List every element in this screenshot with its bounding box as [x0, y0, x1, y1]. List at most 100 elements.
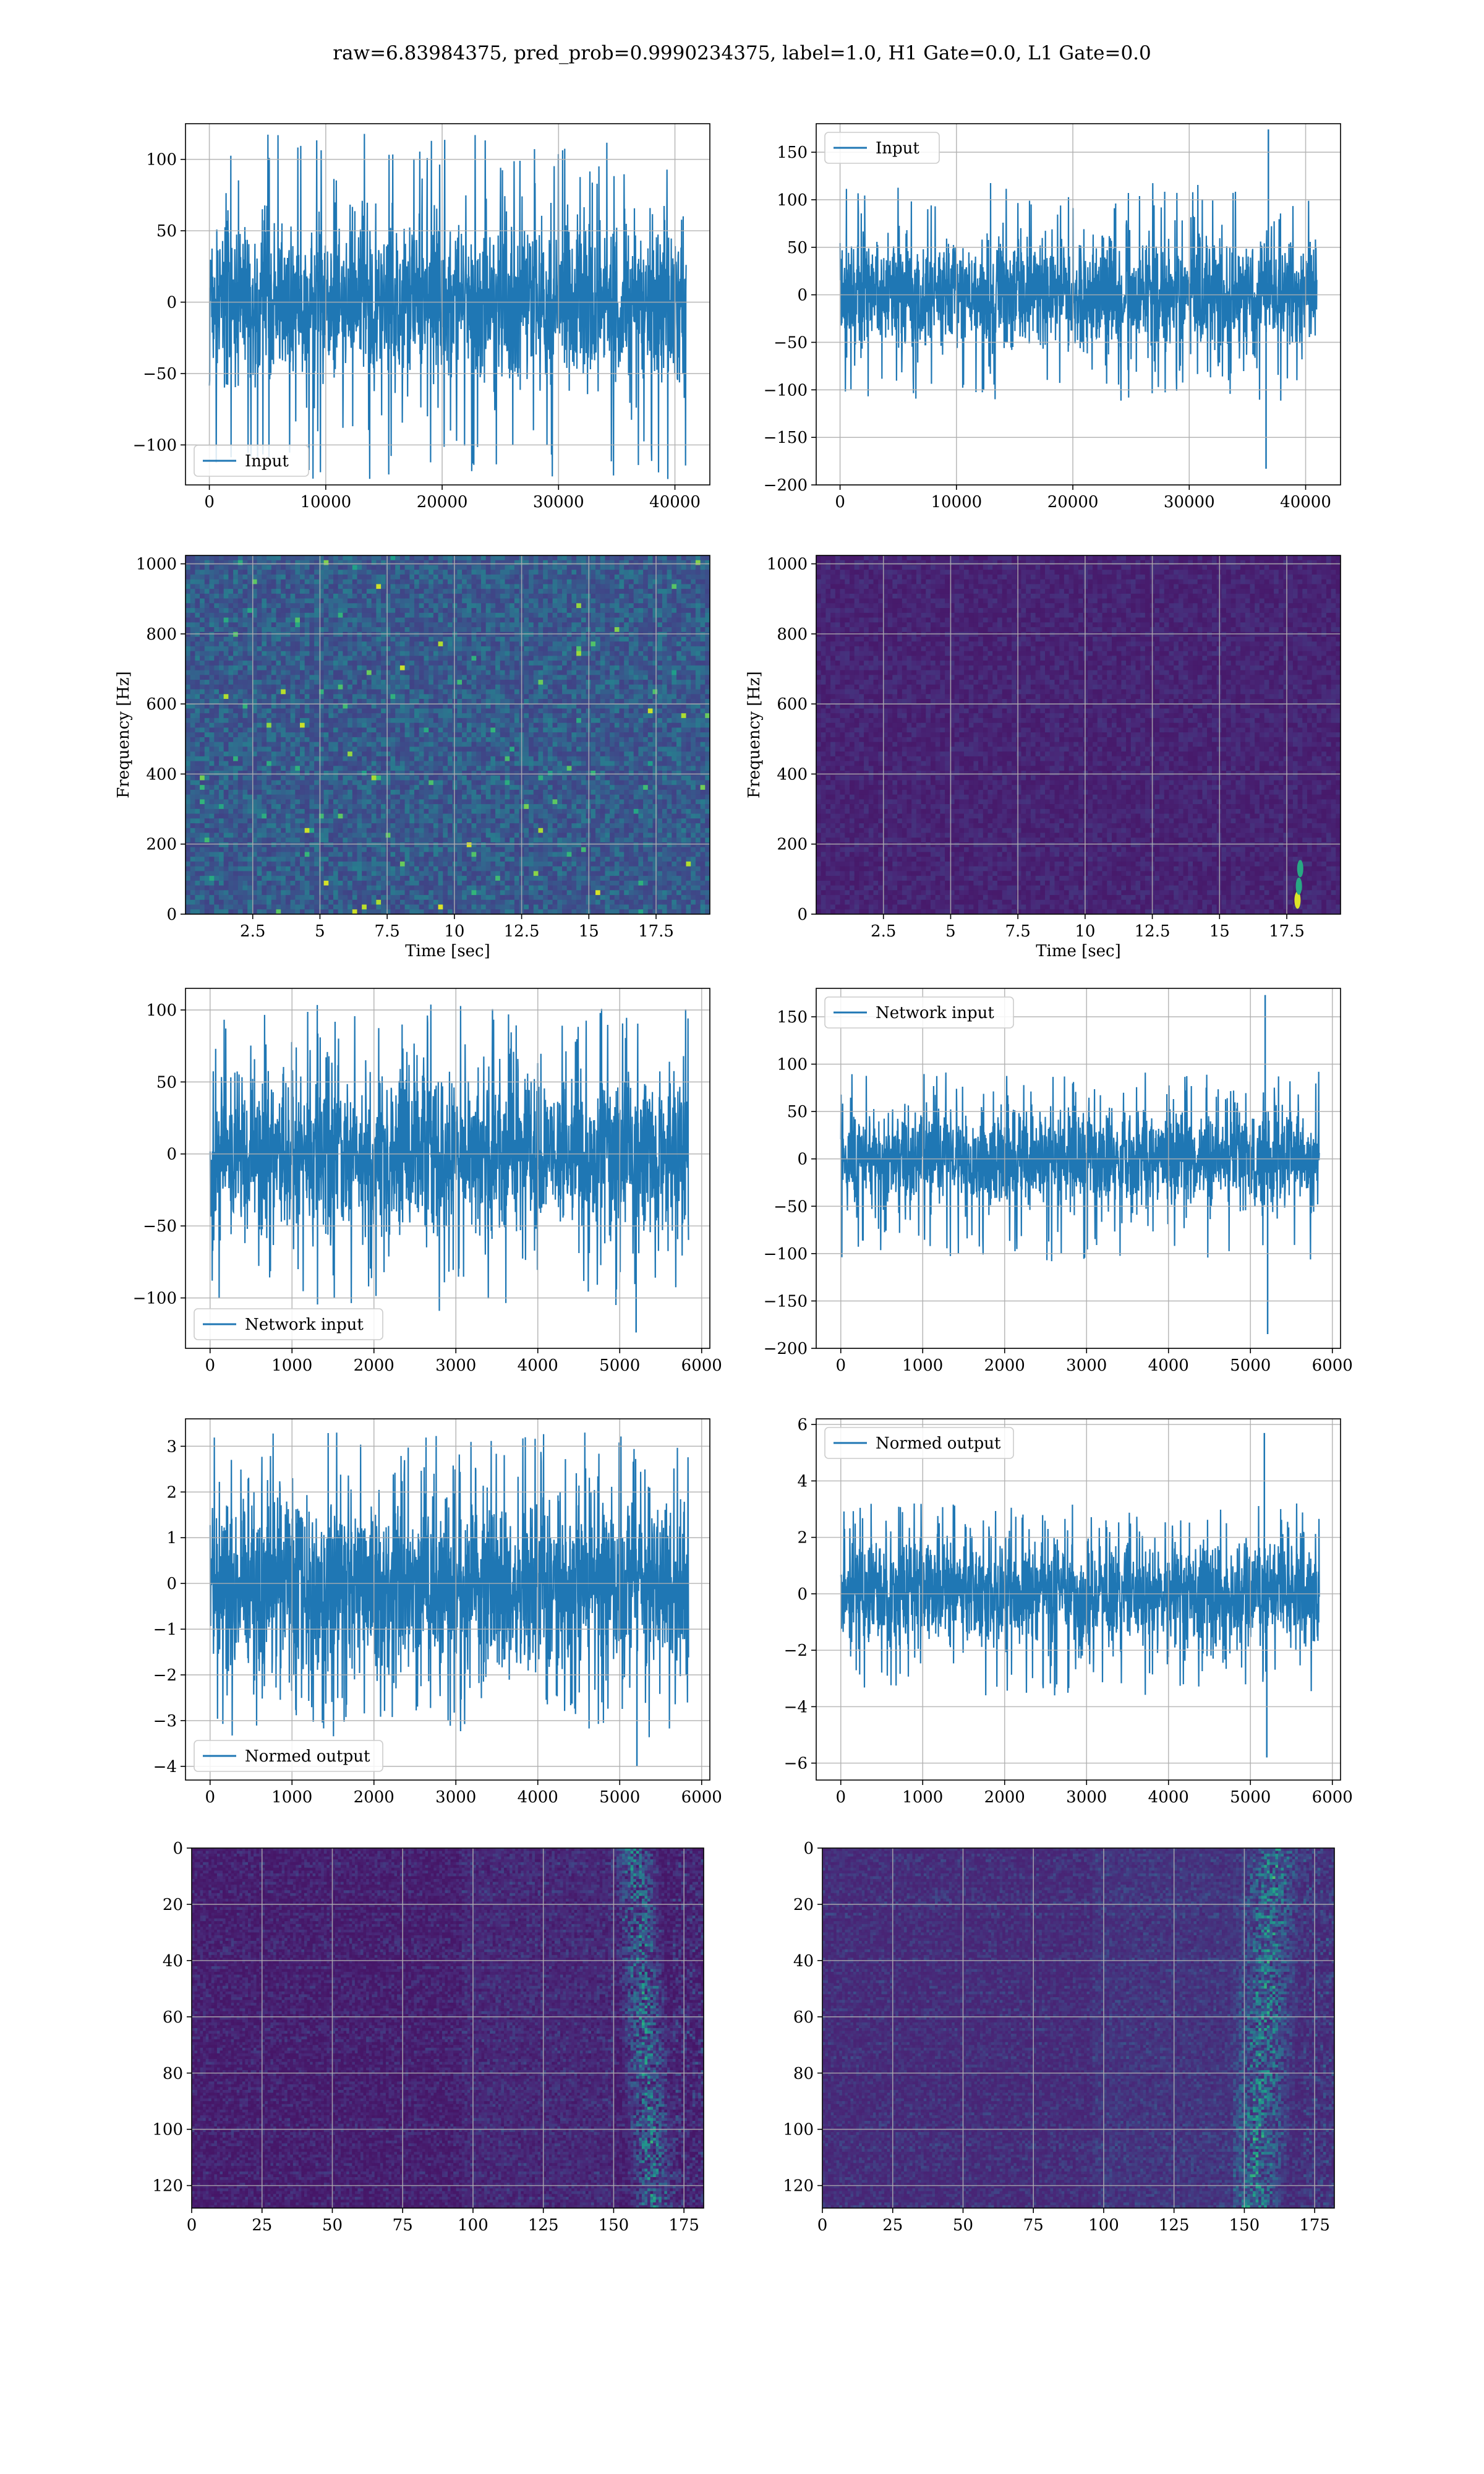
heatmap-cells: [822, 1848, 1335, 2209]
x-tick-label: 100: [458, 2216, 488, 2235]
x-tick-label: 0: [835, 1788, 846, 1807]
x-tick-label: 30000: [533, 493, 584, 511]
y-tick-label: 100: [146, 151, 177, 169]
y-tick-label: −4: [784, 1698, 808, 1716]
y-tick-label: 40: [163, 1952, 183, 1971]
y-tick-label: 50: [787, 1103, 808, 1121]
x-tick-label: 1000: [271, 1356, 312, 1375]
x-tick-label: 4000: [1148, 1356, 1189, 1375]
x-tick-label: 2.5: [240, 922, 265, 941]
y-tick-label: 40: [793, 1952, 814, 1971]
x-tick-label: 10: [1075, 922, 1095, 941]
y-tick-label: 2: [797, 1529, 808, 1547]
y-tick-label: −50: [143, 1217, 177, 1236]
x-tick-label: 6000: [1312, 1788, 1353, 1807]
x-tick-label: 0: [205, 1788, 215, 1807]
plot-area: [210, 134, 686, 479]
x-tick-label: 175: [1299, 2216, 1330, 2235]
panel-l1-normed-output: 0 1000 2000 3000 4000 5000 6000−6−4−20246Norme…: [784, 1416, 1353, 1807]
legend-label: Network input: [245, 1316, 364, 1334]
legend: Input: [825, 132, 939, 163]
legend-label: Network input: [876, 1004, 994, 1022]
y-tick-label: −100: [764, 381, 808, 400]
x-tick-label: 7.5: [374, 922, 399, 941]
y-tick-label: 50: [156, 222, 177, 241]
y-tick-label: 50: [787, 239, 808, 257]
legend: Normed output: [825, 1427, 1013, 1458]
panel-l1-network-input: 0 1000 2000 3000 4000 5000 6000−200−150−100−50…: [764, 988, 1353, 1375]
y-tick-label: −100: [133, 1290, 177, 1308]
x-tick-label: 40000: [1280, 493, 1331, 511]
plot-area: [816, 555, 1341, 915]
x-tick-label: 50: [953, 2216, 973, 2235]
x-axis-label: Time [sec]: [1036, 942, 1121, 961]
x-tick-label: 6000: [1312, 1356, 1353, 1375]
x-tick-label: 75: [1023, 2216, 1044, 2235]
series-line: [210, 134, 686, 479]
x-tick-label: 2000: [354, 1788, 394, 1807]
y-tick-label: 0: [803, 1839, 814, 1858]
y-tick-label: 0: [166, 1575, 177, 1593]
panel-h1-normed-output: 0 1000 2000 3000 4000 5000 6000−4−3−2−10123Nor…: [153, 1419, 722, 1807]
x-tick-label: 10000: [931, 493, 982, 511]
x-tick-label: 5: [315, 922, 325, 941]
y-tick-label: 200: [777, 836, 808, 854]
series-line: [841, 1504, 1320, 1695]
x-tick-label: 2000: [984, 1356, 1025, 1375]
y-tick-label: −2: [153, 1666, 177, 1685]
y-tick-label: −200: [764, 476, 808, 495]
legend-label: Input: [245, 452, 289, 471]
x-tick-label: 20000: [417, 493, 468, 511]
y-tick-label: −1: [153, 1620, 177, 1639]
x-tick-label: 2000: [984, 1788, 1025, 1807]
x-tick-label: 7.5: [1005, 922, 1030, 941]
x-tick-label: 6000: [681, 1356, 722, 1375]
y-tick-label: 600: [146, 695, 177, 714]
x-tick-label: 5000: [599, 1356, 640, 1375]
y-tick-label: −4: [153, 1758, 177, 1776]
x-tick-label: 10000: [300, 493, 351, 511]
y-tick-label: 0: [797, 1150, 808, 1169]
plot-area: [841, 995, 1320, 1334]
y-tick-label: 400: [146, 765, 177, 784]
x-tick-label: 0: [817, 2216, 828, 2235]
y-tick-label: 600: [777, 695, 808, 714]
hot-spot: [1296, 878, 1302, 895]
legend: Normed output: [194, 1740, 383, 1771]
y-tick-label: 0: [797, 1585, 808, 1604]
legend: Network input: [194, 1309, 383, 1340]
legend-label: Normed output: [876, 1434, 1001, 1453]
x-tick-label: 4000: [518, 1356, 558, 1375]
y-tick-label: 3: [166, 1437, 177, 1456]
x-tick-label: 3000: [1066, 1788, 1107, 1807]
plot-area: [210, 1432, 689, 1766]
x-tick-label: 150: [599, 2216, 629, 2235]
x-tick-label: 6000: [681, 1788, 722, 1807]
series-line: [841, 1072, 1320, 1261]
y-tick-label: −2: [784, 1641, 808, 1660]
heatmap-cells: [192, 1848, 704, 2209]
x-tick-label: 20000: [1047, 493, 1099, 511]
y-tick-label: 100: [777, 191, 808, 210]
plot-area: [210, 1004, 689, 1332]
x-tick-label: 100: [1088, 2216, 1119, 2235]
y-tick-label: 100: [777, 1056, 808, 1074]
y-tick-label: 800: [777, 625, 808, 644]
y-tick-label: −6: [784, 1755, 808, 1773]
x-tick-label: 125: [1159, 2216, 1190, 2235]
y-tick-label: 120: [152, 2177, 183, 2196]
y-tick-label: 0: [166, 905, 177, 924]
x-tick-label: 15: [579, 922, 599, 941]
x-tick-label: 1000: [271, 1788, 312, 1807]
heatmap-cells: [816, 555, 1341, 915]
panel-h1-spectrogram: 2.5 5 7.5 10 12.5 15 17.502004006008001000Time…: [114, 555, 710, 961]
x-tick-label: 17.5: [1269, 922, 1305, 941]
y-tick-label: 0: [797, 905, 808, 924]
y-tick-label: 1000: [767, 555, 808, 574]
legend-label: Normed output: [245, 1747, 370, 1766]
x-tick-label: 75: [393, 2216, 413, 2235]
x-tick-label: 2.5: [871, 922, 896, 941]
